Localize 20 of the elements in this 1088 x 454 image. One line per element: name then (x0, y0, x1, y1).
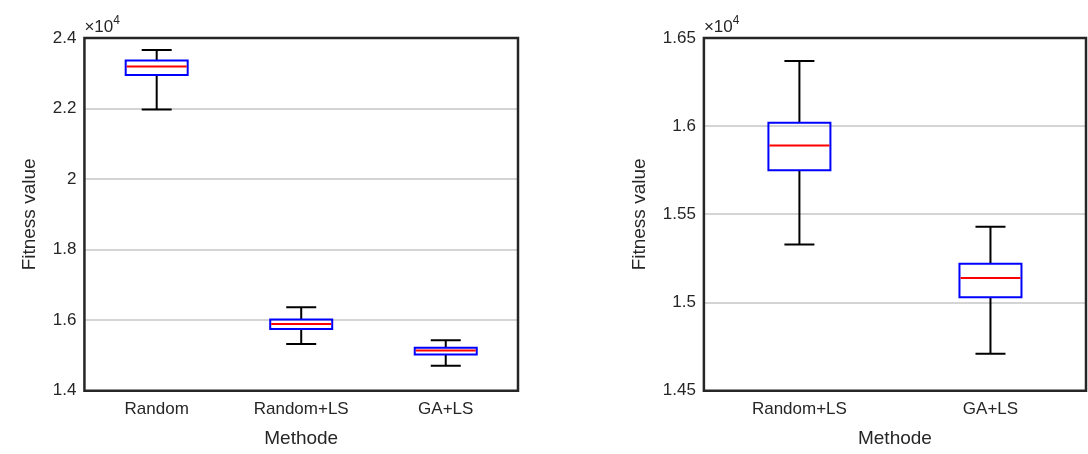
y-tick-label: 1.45 (662, 380, 696, 400)
y-tick-label: 1.5 (672, 292, 696, 312)
y-tick-label: 1.4 (52, 380, 77, 400)
y-tick-label: 1.8 (52, 239, 77, 259)
y-tick-label: 1.55 (662, 204, 696, 224)
x-axis-title: Methode (264, 426, 339, 448)
y-tick-label: 2.2 (52, 98, 77, 118)
y-tick-label: 1.65 (662, 27, 696, 47)
y-axis-title: Fitness value (627, 158, 649, 271)
y-axis-title: Fitness value (17, 158, 39, 271)
y-tick-label: 1.6 (52, 309, 77, 329)
x-tick-label: Random+LS (253, 398, 349, 418)
x-tick-label: Random (124, 398, 189, 418)
y-tick-label: 2 (66, 168, 77, 188)
y-tick-label: 1.6 (672, 115, 696, 135)
x-tick-label: Random+LS (751, 398, 847, 418)
x-tick-label: GA+LS (962, 398, 1019, 418)
x-tick-label: GA+LS (418, 398, 474, 418)
y-tick-label: 2.4 (52, 27, 77, 47)
x-axis-title: Methode (857, 426, 932, 448)
